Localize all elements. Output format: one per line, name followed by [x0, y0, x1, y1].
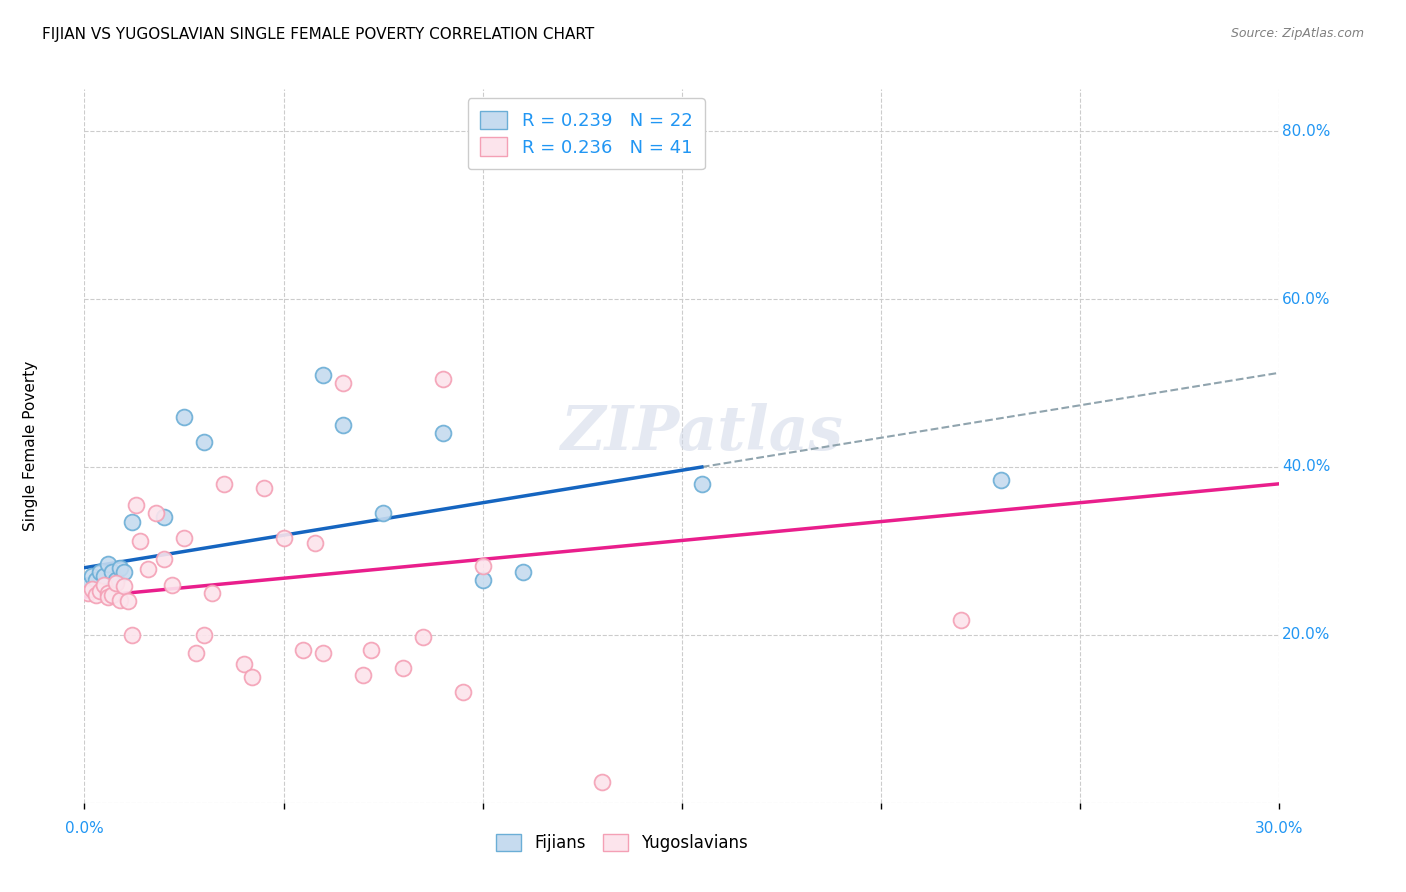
Point — [432, 426, 454, 441]
Point — [153, 510, 176, 524]
Point — [949, 613, 972, 627]
Point — [160, 577, 183, 591]
Point — [273, 532, 295, 546]
Point — [232, 657, 254, 672]
Point — [129, 533, 152, 548]
Point — [451, 685, 474, 699]
Point — [360, 643, 382, 657]
Point — [471, 559, 494, 574]
Point — [89, 584, 111, 599]
Point — [253, 481, 276, 495]
Point — [153, 552, 176, 566]
Point — [304, 535, 326, 549]
Point — [112, 579, 135, 593]
Point — [110, 592, 132, 607]
Point — [89, 565, 111, 579]
Point — [212, 476, 235, 491]
Point — [512, 565, 534, 579]
Point — [184, 646, 207, 660]
Point — [392, 661, 415, 675]
Text: FIJIAN VS YUGOSLAVIAN SINGLE FEMALE POVERTY CORRELATION CHART: FIJIAN VS YUGOSLAVIAN SINGLE FEMALE POVE… — [42, 27, 595, 42]
Point — [292, 643, 315, 657]
Point — [173, 409, 195, 424]
Point — [93, 577, 115, 591]
Point — [145, 506, 167, 520]
Point — [101, 565, 124, 579]
Point — [93, 569, 115, 583]
Point — [312, 368, 335, 382]
Point — [125, 498, 148, 512]
Point — [990, 473, 1012, 487]
Point — [136, 562, 159, 576]
Point — [193, 434, 215, 449]
Point — [110, 560, 132, 574]
Text: ZIPatlas: ZIPatlas — [561, 403, 844, 464]
Point — [412, 630, 434, 644]
Point — [332, 376, 354, 390]
Text: Source: ZipAtlas.com: Source: ZipAtlas.com — [1230, 27, 1364, 40]
Point — [86, 588, 108, 602]
Point — [82, 582, 104, 596]
Point — [352, 668, 374, 682]
Point — [201, 586, 224, 600]
Point — [105, 575, 128, 590]
Point — [97, 557, 120, 571]
Point — [332, 417, 354, 432]
Point — [117, 594, 139, 608]
Point — [312, 646, 335, 660]
Point — [101, 588, 124, 602]
Point — [97, 590, 120, 604]
Point — [591, 774, 613, 789]
Text: 30.0%: 30.0% — [1256, 821, 1303, 836]
Point — [121, 628, 143, 642]
Point — [193, 628, 215, 642]
Text: 80.0%: 80.0% — [1282, 124, 1330, 138]
Point — [82, 569, 104, 583]
Text: 0.0%: 0.0% — [65, 821, 104, 836]
Point — [86, 574, 108, 588]
Text: Single Female Poverty: Single Female Poverty — [22, 361, 38, 531]
Point — [112, 565, 135, 579]
Point — [77, 577, 100, 591]
Legend: Fijians, Yugoslavians: Fijians, Yugoslavians — [489, 827, 755, 859]
Point — [690, 476, 713, 491]
Point — [97, 586, 120, 600]
Point — [105, 574, 128, 588]
Point — [240, 670, 263, 684]
Point — [173, 532, 195, 546]
Point — [121, 515, 143, 529]
Point — [77, 586, 100, 600]
Text: 40.0%: 40.0% — [1282, 459, 1330, 475]
Text: 20.0%: 20.0% — [1282, 627, 1330, 642]
Point — [471, 574, 494, 588]
Point — [371, 506, 394, 520]
Point — [432, 372, 454, 386]
Text: 60.0%: 60.0% — [1282, 292, 1330, 307]
